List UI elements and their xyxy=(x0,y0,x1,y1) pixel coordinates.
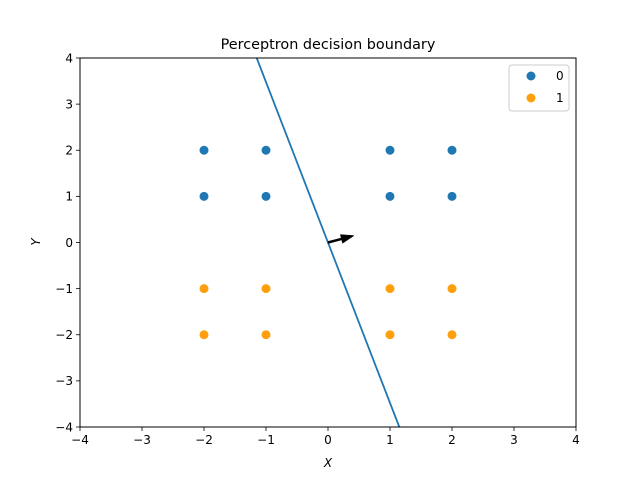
scatter-point-class-0 xyxy=(199,145,209,155)
y-tick-label: −1 xyxy=(55,282,73,296)
y-axis-label: Y xyxy=(29,237,43,246)
scatter-point-class-1 xyxy=(199,330,209,340)
y-tick-label: −3 xyxy=(55,374,73,388)
x-tick-label: 0 xyxy=(324,433,332,447)
y-axis: −4 −3 −2 −1 0 1 2 3 4 xyxy=(55,51,80,434)
x-tick-label: −4 xyxy=(71,433,89,447)
x-tick-label: −3 xyxy=(133,433,151,447)
scatter-point-class-0 xyxy=(199,191,209,201)
x-tick-label: 4 xyxy=(572,433,580,447)
scatter-point-class-0 xyxy=(447,145,457,155)
y-tick-label: −4 xyxy=(55,420,73,434)
plot-area xyxy=(199,58,457,427)
scatter-point-class-1 xyxy=(447,330,457,340)
y-tick-label: 2 xyxy=(65,144,73,158)
x-axis: −4 −3 −2 −1 0 1 2 3 4 xyxy=(71,427,580,447)
scatter-point-class-1 xyxy=(261,330,271,340)
scatter-point-class-0 xyxy=(261,145,271,155)
x-tick-label: −2 xyxy=(195,433,213,447)
scatter-point-class-1 xyxy=(261,284,271,294)
y-tick-label: 1 xyxy=(65,190,73,204)
x-tick-label: −1 xyxy=(257,433,275,447)
legend-label-1: 1 xyxy=(556,91,564,105)
scatter-point-class-1 xyxy=(199,284,209,294)
scatter-point-class-0 xyxy=(261,191,271,201)
scatter-point-class-0 xyxy=(447,191,457,201)
x-tick-label: 2 xyxy=(448,433,456,447)
y-tick-label: 4 xyxy=(65,51,73,65)
legend-marker-0 xyxy=(526,71,536,81)
legend-marker-1 xyxy=(526,93,536,103)
legend-box xyxy=(508,64,570,112)
y-tick-label: −2 xyxy=(55,328,73,342)
scatter-point-class-1 xyxy=(385,284,395,294)
y-tick-label: 0 xyxy=(65,236,73,250)
legend: 0 1 xyxy=(508,64,570,112)
scatter-point-class-1 xyxy=(447,284,457,294)
legend-label-0: 0 xyxy=(556,69,564,83)
scatter-point-class-0 xyxy=(385,145,395,155)
y-tick-label: 3 xyxy=(65,97,73,111)
chart-title: Perceptron decision boundary xyxy=(221,37,436,53)
scatter-point-class-0 xyxy=(385,191,395,201)
weight-vector-arrow xyxy=(327,234,355,244)
x-tick-label: 3 xyxy=(510,433,518,447)
scatter-point-class-1 xyxy=(385,330,395,340)
x-tick-label: 1 xyxy=(386,433,394,447)
x-axis-label: X xyxy=(323,456,333,470)
